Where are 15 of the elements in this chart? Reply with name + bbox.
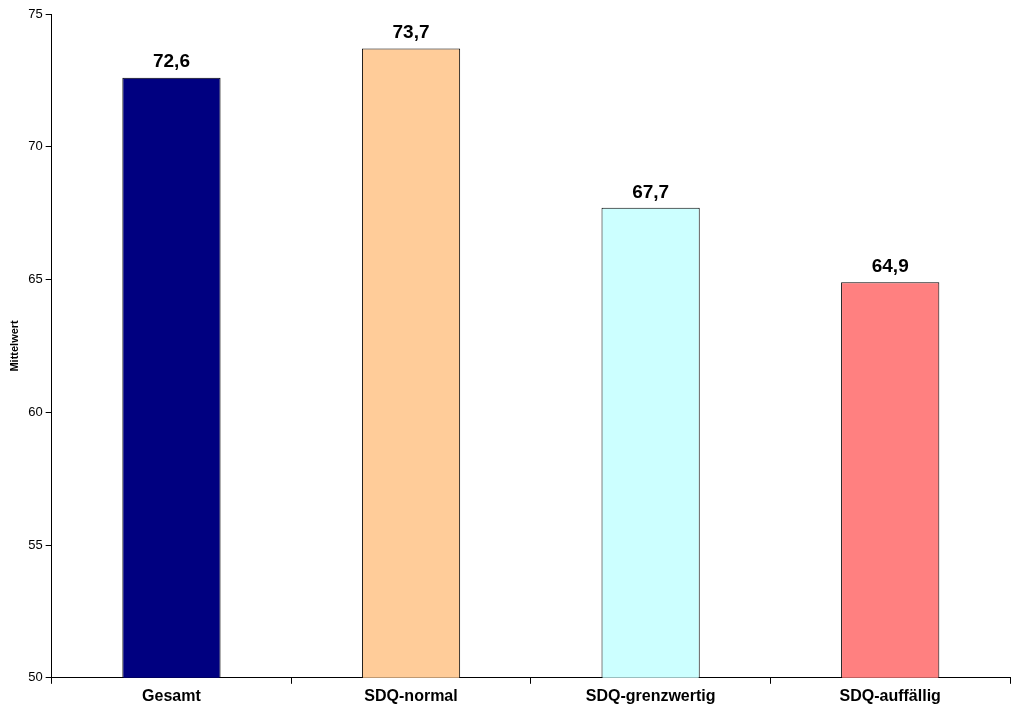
y-axis-title: Mittelwert [7, 319, 20, 372]
data-label: 67,7 [632, 180, 670, 202]
y-tick-label: 65 [28, 271, 43, 287]
data-label: 64,9 [871, 254, 909, 276]
x-tick-label: SDQ-auffällig [839, 686, 941, 704]
y-tick-label: 50 [28, 669, 43, 685]
x-tick-label: SDQ-normal [364, 686, 458, 704]
x-tick-label: Gesamt [142, 686, 202, 704]
y-tick-label: 60 [28, 403, 43, 419]
data-label: 73,7 [392, 21, 430, 43]
y-tick-label: 55 [28, 536, 43, 552]
y-tick-label: 75 [28, 5, 43, 21]
data-label: 72,6 [152, 50, 190, 72]
y-tick-label: 70 [28, 138, 43, 154]
x-tick-label: SDQ-grenzwertig [585, 686, 716, 704]
